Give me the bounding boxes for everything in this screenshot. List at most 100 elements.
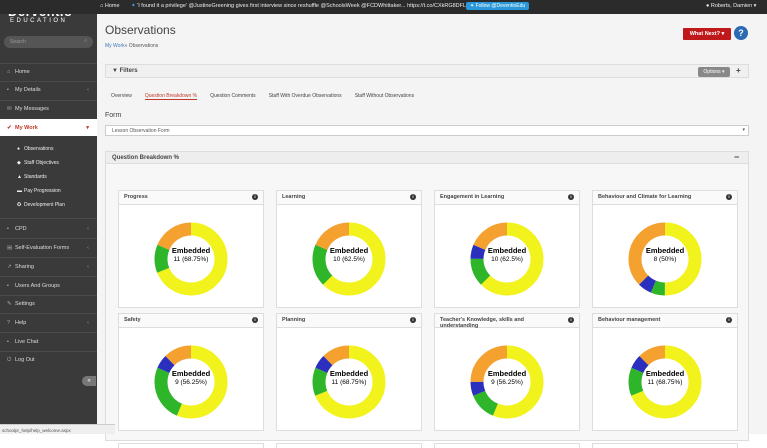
breadcrumb-link[interactable]: My Work — [105, 43, 125, 49]
donut-center-value: 9 (56.25%) — [175, 379, 207, 386]
compass-icon: ✪ — [17, 201, 22, 208]
caret-down-icon: ▾ — [721, 31, 725, 37]
options-button[interactable]: Options ▾ — [698, 67, 730, 77]
collapse-sidebar-button[interactable]: « — [82, 376, 96, 386]
nav-cpd[interactable]: ▪ CPD ‹ — [0, 224, 97, 234]
donut-segment-orange[interactable] — [470, 222, 544, 296]
collapse-panel-button[interactable]: − — [734, 152, 740, 162]
nav-help[interactable]: ? Help ‹ — [0, 318, 97, 328]
divider — [0, 332, 97, 333]
donut-segment-orange[interactable] — [628, 345, 702, 419]
divider — [0, 257, 97, 258]
card-header: Behaviour management i — [593, 314, 737, 328]
form-select[interactable]: Lesson Observation Form ▾ — [105, 125, 749, 136]
info-icon[interactable]: i — [726, 194, 732, 200]
donut-segment-orange[interactable] — [470, 345, 544, 419]
sub-staff-objectives[interactable]: ◆ Staff Objectives — [0, 158, 97, 167]
users-icon: ▪ — [7, 283, 9, 289]
donut-center-label: Embedded — [171, 369, 211, 378]
nav-my-details-label: My Details — [15, 87, 41, 93]
what-next-button[interactable]: What Next? ▾ — [683, 28, 731, 40]
search-icon[interactable]: ⌕ — [84, 38, 87, 44]
donut-chart — [312, 222, 386, 296]
document-icon: ▤ — [7, 245, 13, 251]
donut-segment-green[interactable] — [312, 222, 386, 296]
tweet-text: 'I found it a privilege' @JustineGreenin… — [137, 3, 469, 9]
breadcrumb-current: » Observations — [124, 43, 159, 49]
card-header: Behaviour and Climate for Learning i — [593, 191, 737, 205]
donut-segment-green[interactable] — [154, 345, 228, 419]
form-label: Form — [105, 112, 122, 119]
topbar-home-link[interactable]: ⌂ Home — [100, 3, 120, 9]
nav-sharing-label: Sharing — [15, 264, 34, 270]
donut-segment-green[interactable] — [628, 345, 702, 419]
nav-my-work[interactable]: ✔ My Work ▾ — [0, 119, 97, 136]
nav-users-groups[interactable]: ▪ Users And Groups — [0, 281, 97, 291]
follow-label: Follow @DeventioEdu — [475, 3, 526, 9]
info-icon[interactable]: i — [252, 317, 258, 323]
donut-chart — [154, 222, 228, 296]
donut-segment-orange[interactable] — [312, 222, 386, 296]
wrench-icon: ✎ — [7, 301, 12, 307]
user-icon: ● — [706, 3, 711, 9]
nav-my-details[interactable]: ▪ My Details ‹ — [0, 85, 97, 95]
sub-pay-progression[interactable]: ▬ Pay Progression — [0, 186, 97, 195]
card-header: Teacher's Knowledge, skills and understa… — [435, 314, 579, 329]
card-title: Teacher's Knowledge, skills and understa… — [440, 317, 525, 329]
nav-sharing[interactable]: ↗ Sharing ‹ — [0, 262, 97, 272]
nav-log-out[interactable]: ⏻ Log Out — [0, 355, 97, 365]
add-filter-button[interactable]: + — [736, 66, 741, 75]
donut-chart — [154, 345, 228, 419]
donut-center-label: Embedded — [645, 369, 685, 378]
nav-my-messages[interactable]: ✉ My Messages — [0, 104, 97, 114]
sub-observations-label: Observations — [24, 145, 54, 152]
question-breakdown-panel: Question Breakdown % − Progress i Embedded… — [105, 151, 749, 441]
donut-segment-green[interactable] — [470, 222, 544, 296]
donut-segment-green[interactable] — [312, 345, 386, 419]
card-header: Learning i — [277, 191, 421, 205]
card-title: Behaviour and Climate for Learning — [598, 194, 692, 200]
donut-card: Learning i Embedded 10 (62.5%) — [276, 190, 422, 308]
help-button[interactable]: ? — [734, 26, 748, 40]
donut-center-value: 10 (62.5%) — [491, 256, 523, 263]
donut-segment-green[interactable] — [154, 222, 228, 296]
info-icon[interactable]: i — [726, 317, 732, 323]
donut-center-value: 10 (62.5%) — [333, 256, 365, 263]
info-icon[interactable]: i — [410, 317, 416, 323]
donut-segment-blue[interactable] — [470, 345, 544, 419]
tab-staff-without[interactable]: Staff Without Observations — [354, 93, 415, 99]
info-icon[interactable]: i — [568, 194, 574, 200]
sub-observations[interactable]: ● Observations — [0, 144, 97, 153]
tab-staff-overdue[interactable]: Staff With Overdue Observations — [268, 93, 342, 99]
donut-segment-orange[interactable] — [628, 222, 702, 296]
follow-button[interactable]: ✦ Follow @DeventioEdu — [466, 2, 530, 10]
user-menu[interactable]: ● Roberts, Damien ▾ — [706, 3, 756, 9]
help-icon: ? — [7, 320, 11, 326]
status-bar-url: schoolpr_help/help_welcome.aspx — [0, 424, 115, 434]
money-icon: ▬ — [17, 187, 22, 194]
tab-question-breakdown[interactable]: Question Breakdown % — [144, 93, 198, 100]
tab-question-comments[interactable]: Question Comments — [210, 93, 256, 99]
sub-development-plan[interactable]: ✪ Development Plan — [0, 200, 97, 209]
search-input[interactable]: Search ⌕ — [4, 36, 93, 48]
info-icon[interactable]: i — [410, 194, 416, 200]
tab-overview[interactable]: Overview — [111, 93, 132, 99]
sub-standards[interactable]: ▲ Standards — [0, 172, 97, 181]
tweet-ticker[interactable]: ✦ 'I found it a privilege' @JustineGreen… — [131, 3, 469, 9]
filters-header[interactable]: ▼ Filters — [112, 68, 138, 74]
question-breakdown-title: Question Breakdown % — [112, 155, 180, 161]
target-icon: ◆ — [17, 159, 21, 166]
nav-self-evaluation[interactable]: ▤ Self-Evaluation Forms ‹ — [0, 243, 97, 253]
donut-segment-orange[interactable] — [154, 345, 228, 419]
info-icon[interactable]: i — [568, 317, 574, 323]
chat-icon: ▪ — [7, 339, 9, 345]
donut-card: Teacher's Knowledge, skills and understa… — [434, 313, 580, 431]
nav-live-chat[interactable]: ▪ Live Chat — [0, 337, 97, 347]
donut-segment-orange[interactable] — [154, 222, 228, 296]
donut-center-value: 11 (68.75%) — [173, 256, 209, 263]
nav-home[interactable]: ⌂ Home — [0, 67, 97, 77]
nav-settings[interactable]: ✎ Settings — [0, 299, 97, 309]
donut-card: Engagement in Learning i Embedded 10 (62.5%… — [434, 190, 580, 308]
donut-segment-orange[interactable] — [312, 345, 386, 419]
info-icon[interactable]: i — [252, 194, 258, 200]
